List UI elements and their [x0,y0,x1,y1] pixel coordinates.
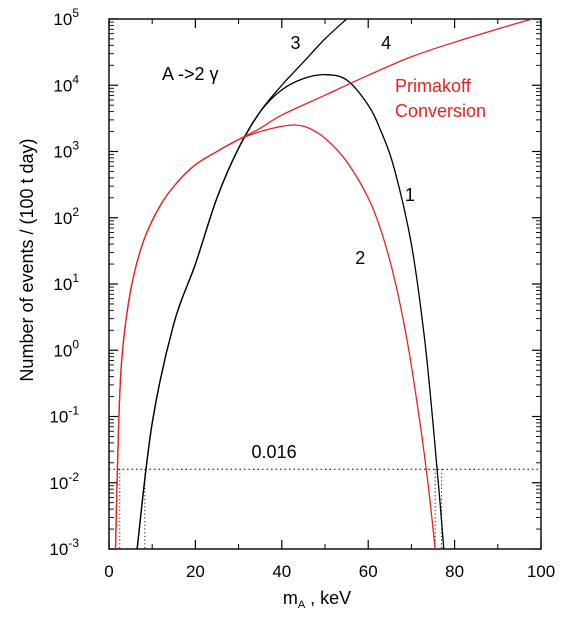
y-tick-exponent: 4 [72,72,79,86]
x-tick-label: 100 [527,562,555,581]
curves [114,19,533,549]
threshold-drop-lines [119,469,443,549]
y-tick-base: 10 [53,275,72,294]
tick-labels: 0 20 40 60 80 10010-310-210-11001011021031041… [49,6,555,581]
y-tick-exponent: 2 [72,205,79,219]
y-tick-label: 101 [53,271,79,294]
y-tick-exponent: -2 [68,470,79,484]
curve-label-3: 3 [290,33,300,53]
y-tick-base: 10 [53,341,72,360]
y-tick-base: 10 [53,76,72,95]
x-axis-title-main: m [283,588,298,608]
y-tick-label: 105 [53,6,79,29]
curve-1 [136,73,445,549]
y-tick-label: 103 [53,139,79,162]
curve-label-4: 4 [381,33,391,53]
y-tick-base: 10 [49,474,68,493]
decay-annotation: A ->2 γ [162,64,219,84]
x-tick-label: 40 [272,562,291,581]
primakoff-label-line1: Primakoff [395,76,472,96]
curve-label-1: 1 [405,185,415,205]
y-tick-label: 104 [53,72,79,95]
y-tick-exponent: 1 [72,271,79,285]
curve-labels: 1 2 3 4 [290,33,414,268]
curve-label-2: 2 [355,248,365,268]
x-tick-label: 0 [104,562,113,581]
y-tick-base: 10 [53,143,72,162]
x-axis-title-sub: A [298,599,306,611]
y-tick-base: 10 [53,10,72,29]
y-tick-exponent: 0 [72,337,79,351]
curve-4 [114,19,533,549]
y-tick-exponent: 5 [72,6,79,20]
y-tick-base: 10 [49,540,68,559]
x-tick-label: 80 [445,562,464,581]
y-tick-label: 10-2 [49,470,79,493]
y-tick-label: 10-1 [49,404,79,427]
threshold-label: 0.016 [252,442,297,462]
y-tick-base: 10 [49,408,68,427]
y-axis-title: Number of events / (100 t day) [17,138,37,381]
x-axis-title: mA , keV [283,588,351,611]
y-tick-base: 10 [53,209,72,228]
y-tick-label: 100 [53,337,79,360]
y-tick-exponent: 3 [72,139,79,153]
x-tick-label: 20 [186,562,205,581]
curve-2 [114,124,436,549]
y-tick-exponent: -1 [68,404,79,418]
y-tick-exponent: -3 [68,536,79,550]
y-tick-label: 10-3 [49,536,79,559]
x-tick-label: 60 [359,562,378,581]
ticks [108,18,542,550]
curve-3 [136,19,348,549]
x-axis-title-rest: , keV [305,588,351,608]
y-tick-label: 102 [53,205,79,228]
primakoff-label-line2: Conversion [395,101,486,121]
